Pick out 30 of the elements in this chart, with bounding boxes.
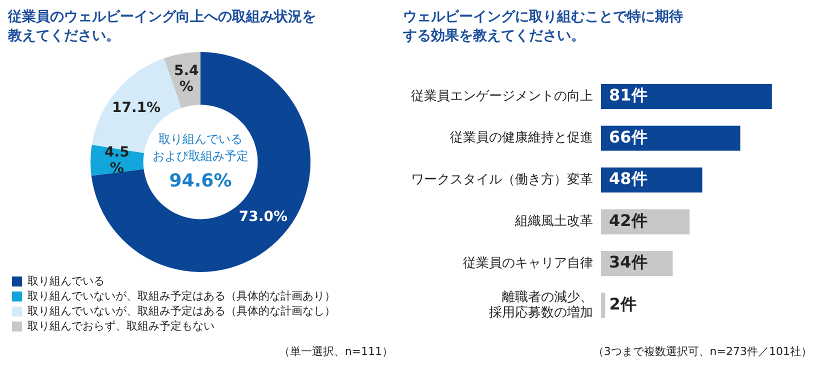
- text: 94.6%: [169, 170, 232, 192]
- y-tick-label: 従業員のキャリア自律: [463, 256, 593, 271]
- data-label: 4.5%: [104, 144, 130, 176]
- data-label: 2件: [609, 294, 636, 314]
- data-label: 48件: [609, 169, 648, 188]
- bar: [601, 84, 772, 110]
- data-label: 5.4%: [174, 63, 200, 96]
- data-label: 34件: [609, 252, 648, 272]
- legend-label: 取り組んでいないが、取組み予定はある（具体的な計画あり）: [28, 289, 336, 302]
- slice-label: 取り組んでいる: [158, 132, 242, 146]
- text: （単一選択、n=111）: [278, 344, 393, 359]
- y-tick-label: ワークスタイル（働き方）変革: [411, 171, 593, 188]
- bar: [601, 292, 606, 318]
- legend-label: 取り組んでおらず、取組み予定もない: [28, 319, 214, 332]
- data-label: 17.1%: [112, 100, 161, 116]
- chart-title: 従業員のウェルビーイング向上への取組み状況を教えてください。: [8, 8, 317, 46]
- legend-label: 取り組んでいないが、取組み予定はある（具体的な計画なし）: [28, 304, 336, 318]
- y-tick-label: 従業員の健康維持と促進: [450, 130, 593, 146]
- data-label: 66件: [609, 127, 648, 146]
- y-tick-label: 離職者の減少、採用応募数の増加: [489, 290, 593, 320]
- data-label: 73.0%: [238, 208, 288, 225]
- chart-title: ウェルビーイングに取り組むことで特に期待する効果を教えてください。: [403, 8, 684, 46]
- text: （3つまで複数選択可、n=273件／101社）: [592, 344, 812, 359]
- data-label: 81件: [609, 86, 648, 105]
- y-tick-label: 従業員エンゲージメントの向上: [411, 88, 593, 104]
- legend-label: 取り組んでいる: [28, 274, 104, 288]
- bar: [601, 126, 740, 151]
- y-tick-label: 組織風土改革: [514, 214, 593, 230]
- text: および取組み予定: [152, 149, 248, 164]
- data-label: 42件: [609, 210, 648, 230]
